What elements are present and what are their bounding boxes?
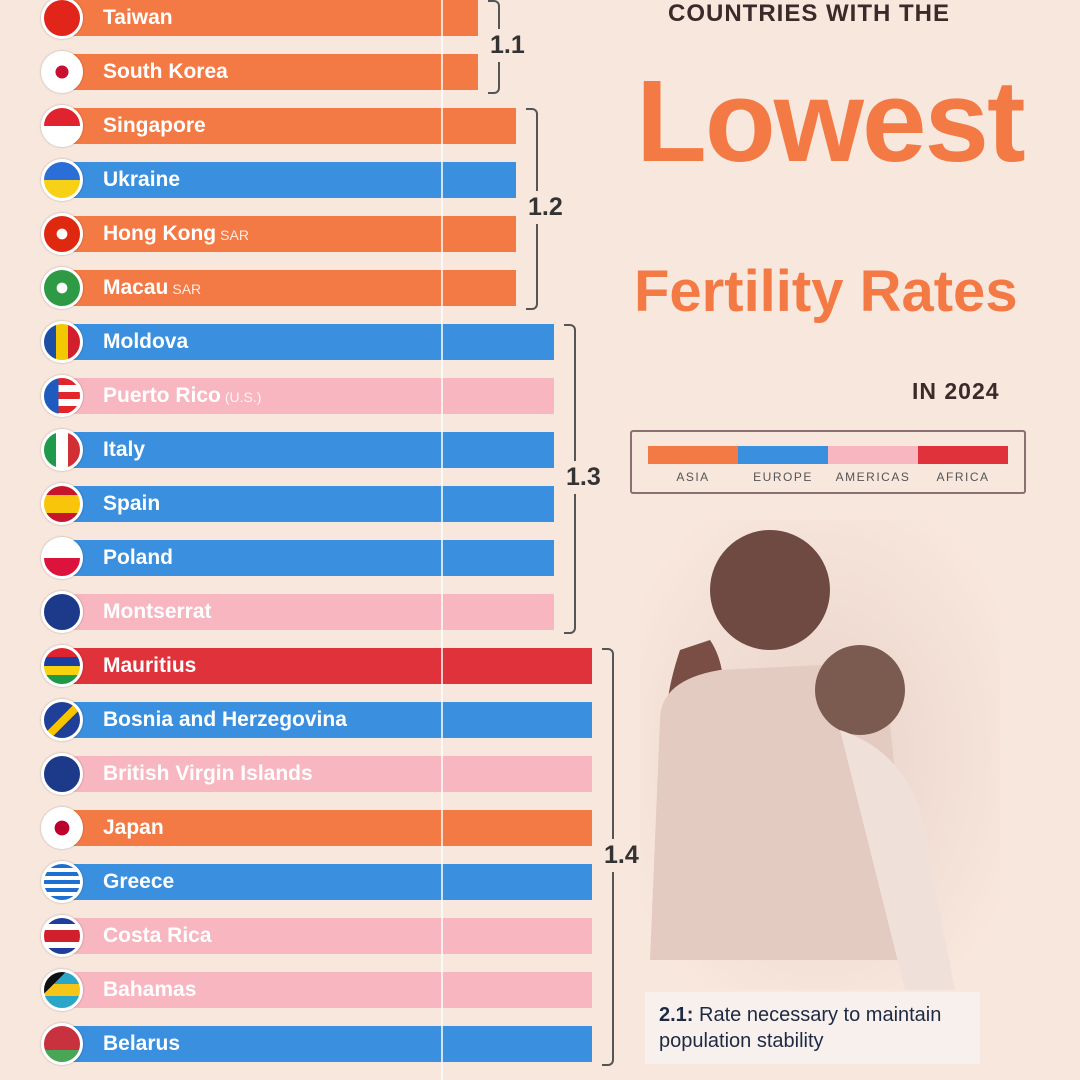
country-name: Taiwan <box>103 6 173 29</box>
bar-italy <box>70 432 554 468</box>
country-name: Belarus <box>103 1032 181 1055</box>
flag-icon <box>41 537 83 579</box>
flag-icon <box>41 105 83 147</box>
country-name: Japan <box>103 816 164 839</box>
bar-label: Bahamas <box>103 972 196 1008</box>
group-value-label: 1.3 <box>566 461 601 494</box>
legend: ASIA EUROPE AMERICAS AFRICA <box>630 430 1026 494</box>
bar-greece <box>70 864 592 900</box>
country-name: Bahamas <box>103 978 197 1001</box>
flag-icon <box>41 591 83 633</box>
bar-mauritius <box>70 648 592 684</box>
country-name: Moldova <box>103 330 189 353</box>
flag-icon <box>41 429 83 471</box>
flag-icon <box>41 0 83 39</box>
flag-icon <box>41 1023 83 1065</box>
note-value: 2.1: <box>659 1004 694 1026</box>
bar-label: Belarus <box>103 1026 180 1062</box>
flag-icon <box>41 375 83 417</box>
bar-chart: Taiwan South Korea Singapore Ukraine Hong Ko… <box>41 0 639 1080</box>
country-name: Bosnia and Herzegovina <box>103 708 347 731</box>
mother-child-photo <box>640 520 1000 990</box>
bar-british-virgin-islands <box>70 756 592 792</box>
flag-icon <box>41 861 83 903</box>
country-suffix: SAR <box>172 281 202 297</box>
flag-icon <box>41 213 83 255</box>
bar-puerto-rico <box>70 378 554 414</box>
bar-poland <box>70 540 554 576</box>
country-name: Costa Rica <box>103 924 212 947</box>
bar-label: Poland <box>103 540 173 576</box>
bar-costa-rica <box>70 918 592 954</box>
note-box: 2.1: Rate necessary to maintain populati… <box>645 992 980 1064</box>
note-text: Rate necessary to maintain population st… <box>659 1004 942 1052</box>
flag-icon <box>41 969 83 1011</box>
bar-label: Hong Kong SAR <box>103 216 249 252</box>
title-lowest: Lowest <box>636 56 1026 186</box>
bar-label: Macau SAR <box>103 270 201 306</box>
bar-belarus <box>70 1026 592 1062</box>
country-name: Poland <box>103 546 174 569</box>
bar-taiwan <box>70 0 478 36</box>
country-name: Montserrat <box>103 600 212 623</box>
bar-label: Spain <box>103 486 160 522</box>
flag-icon <box>41 51 83 93</box>
title-year: IN 2024 <box>912 378 1000 404</box>
flag-icon <box>41 753 83 795</box>
legend-item-africa: AFRICA <box>918 446 1008 484</box>
bar-label: Greece <box>103 864 174 900</box>
country-name: Macau <box>103 276 169 299</box>
bar-japan <box>70 810 592 846</box>
flag-icon <box>41 159 83 201</box>
country-name: Spain <box>103 492 161 515</box>
country-name: Hong Kong <box>103 222 217 245</box>
bar-label: Moldova <box>103 324 188 360</box>
bar-label: Taiwan <box>103 0 173 36</box>
legend-item-americas: AMERICAS <box>828 446 918 484</box>
bar-bosnia-and-herzegovina <box>70 702 592 738</box>
bar-label: Puerto Rico (U.S.) <box>103 378 261 414</box>
bar-spain <box>70 486 554 522</box>
bar-label: South Korea <box>103 54 228 90</box>
flag-icon <box>41 645 83 687</box>
group-value-label: 1.4 <box>604 839 639 872</box>
bar-label: Mauritius <box>103 648 196 684</box>
bar-label: Costa Rica <box>103 918 212 954</box>
group-value-label: 1.2 <box>528 191 563 224</box>
flag-icon <box>41 321 83 363</box>
bar-label: Japan <box>103 810 164 846</box>
bar-label: Italy <box>103 432 145 468</box>
group-value-label: 1.1 <box>490 29 525 62</box>
flag-icon <box>41 267 83 309</box>
country-name: Ukraine <box>103 168 181 191</box>
bar-label: Bosnia and Herzegovina <box>103 702 347 738</box>
country-name: Mauritius <box>103 654 197 677</box>
flag-icon <box>41 807 83 849</box>
title-fertility-rates: Fertility Rates <box>634 259 1018 324</box>
country-name: Italy <box>103 438 146 461</box>
flag-icon <box>41 915 83 957</box>
bar-bahamas <box>70 972 592 1008</box>
flag-icon <box>41 483 83 525</box>
country-suffix: SAR <box>220 227 249 243</box>
flag-icon <box>41 699 83 741</box>
country-name: British Virgin Islands <box>103 762 313 785</box>
country-name: Singapore <box>103 114 206 137</box>
bar-label: Ukraine <box>103 162 180 198</box>
country-name: South Korea <box>103 60 228 83</box>
legend-item-asia: ASIA <box>648 446 738 484</box>
country-name: Puerto Rico <box>103 384 221 407</box>
bar-label: British Virgin Islands <box>103 756 313 792</box>
legend-item-europe: EUROPE <box>738 446 828 484</box>
bar-label: Montserrat <box>103 594 212 630</box>
gridline <box>441 0 443 1080</box>
title-top: COUNTRIES WITH THE <box>668 0 950 27</box>
bar-label: Singapore <box>103 108 206 144</box>
bar-moldova <box>70 324 554 360</box>
country-suffix: (U.S.) <box>224 389 262 405</box>
bar-south-korea <box>70 54 478 90</box>
bar-montserrat <box>70 594 554 630</box>
country-name: Greece <box>103 870 175 893</box>
